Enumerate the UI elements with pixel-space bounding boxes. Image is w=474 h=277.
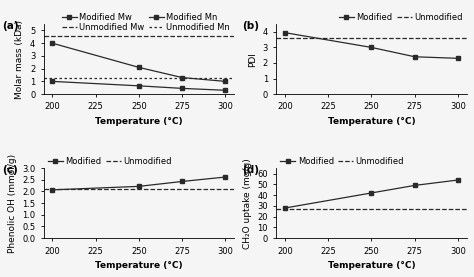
Text: (a): (a) [2,20,18,30]
X-axis label: Temperature (°C): Temperature (°C) [328,261,415,270]
Text: (b): (b) [242,20,259,30]
Text: (c): (c) [2,165,18,175]
Text: (d): (d) [242,165,259,175]
Legend: Modified Mw, Unmodified Mw, Modified Mn, Unmodified Mn: Modified Mw, Unmodified Mw, Modified Mn,… [62,13,230,32]
X-axis label: Temperature (°C): Temperature (°C) [95,117,182,126]
Y-axis label: CH₂O uptake (mg/g): CH₂O uptake (mg/g) [243,158,252,248]
X-axis label: Temperature (°C): Temperature (°C) [328,117,415,126]
Legend: Modified, Unmodified: Modified, Unmodified [48,157,172,166]
X-axis label: Temperature (°C): Temperature (°C) [95,261,182,270]
Y-axis label: Phenolic OH (mmol/g): Phenolic OH (mmol/g) [8,154,17,253]
Legend: Modified, Unmodified: Modified, Unmodified [339,13,463,22]
Y-axis label: Molar mass (kDa): Molar mass (kDa) [16,20,25,99]
Y-axis label: PDI: PDI [248,52,257,66]
Legend: Modified, Unmodified: Modified, Unmodified [281,157,404,166]
